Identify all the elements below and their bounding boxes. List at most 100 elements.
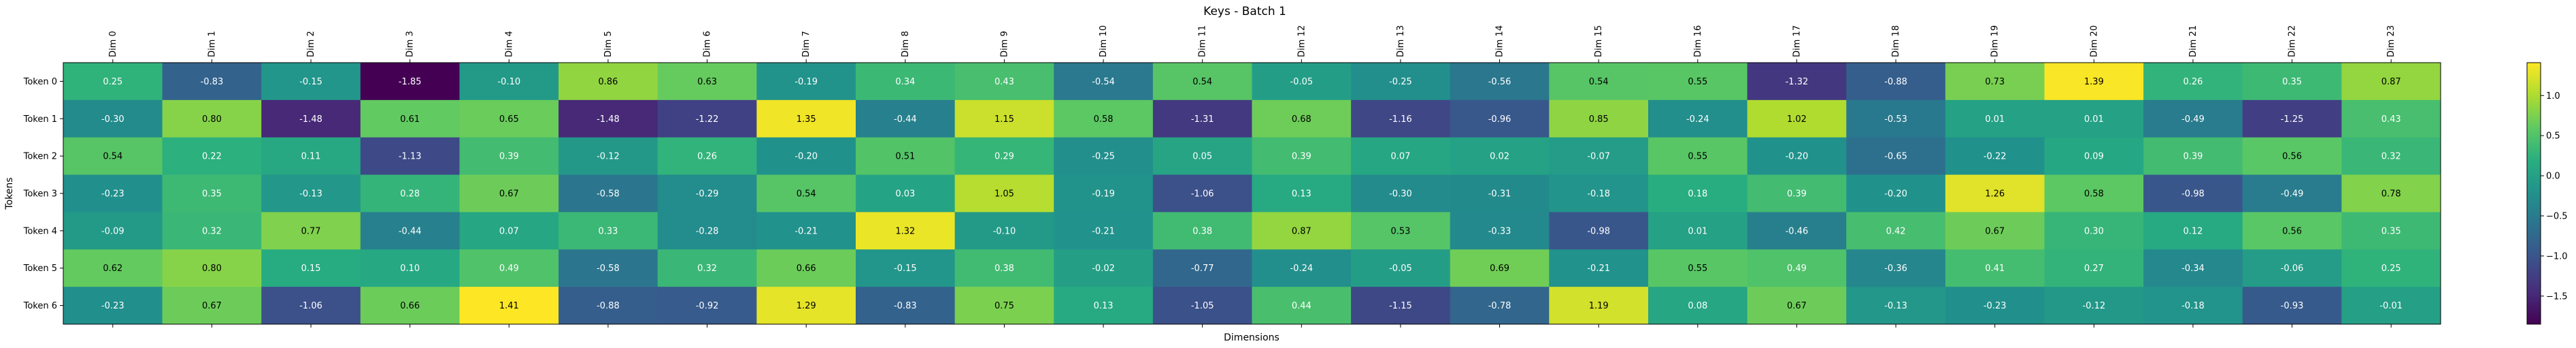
heatmap-cell — [1351, 99, 1451, 138]
colorbar-ticks: 1.0 0.5 0.0 −0.5 −1.0 −1.5 — [2541, 91, 2568, 302]
cell-value-label: -0.30 — [1389, 189, 1412, 200]
cell-value-label: -0.05 — [1290, 77, 1313, 87]
cell-value-label: -0.18 — [2181, 301, 2205, 311]
heatmap-cell — [2242, 249, 2342, 287]
cell-value-label: 1.41 — [499, 301, 519, 311]
cell-value-label: -0.20 — [1884, 189, 1907, 200]
heatmap-cell — [2341, 63, 2441, 101]
heatmap-cell — [1945, 249, 2045, 287]
cell-value-label: -0.20 — [794, 152, 818, 162]
cell-value-label: -0.25 — [1389, 77, 1412, 87]
cell-value-label: -0.34 — [2181, 264, 2205, 274]
cell-value-label: -0.06 — [2281, 264, 2304, 274]
x-tick-label: Dim 10 — [1099, 25, 1109, 57]
cell-value-label: -0.83 — [201, 77, 224, 87]
heatmap-cell — [2242, 174, 2342, 212]
x-tick-label: Dim 13 — [1396, 25, 1406, 57]
heatmap-cell — [360, 174, 460, 212]
cell-value-label: 0.85 — [1589, 114, 1609, 125]
colorbar — [2526, 62, 2541, 325]
heatmap-cell — [2341, 249, 2441, 287]
heatmap-cell — [856, 63, 956, 101]
heatmap-cell — [1054, 63, 1154, 101]
cell-value-label: 0.32 — [202, 226, 222, 236]
cell-value-label: -0.13 — [1884, 301, 1907, 311]
heatmap-cell — [954, 137, 1054, 176]
heatmap-cell — [63, 174, 163, 212]
cell-value-label: 1.32 — [895, 226, 915, 236]
heatmap-cell — [558, 287, 658, 325]
heatmap-cell — [954, 63, 1054, 101]
heatmap-cell — [1152, 287, 1252, 325]
heatmap-cell — [1747, 174, 1847, 212]
heatmap-cell — [1945, 287, 2045, 325]
heatmap-cell — [1054, 249, 1154, 287]
heatmap-cell — [360, 287, 460, 325]
x-tick-label: Dim 15 — [1594, 25, 1604, 57]
cell-value-label: -0.19 — [1092, 189, 1115, 200]
cell-value-label: -0.77 — [1191, 264, 1214, 274]
heatmap-cell — [1054, 212, 1154, 250]
heatmap-cell — [1549, 63, 1649, 101]
heatmap-cell — [459, 249, 559, 287]
cell-value-label: 0.26 — [2183, 77, 2203, 87]
heatmap-cell — [1152, 99, 1252, 138]
x-tick-label: Dim 9 — [999, 31, 1009, 57]
heatmap-cell — [261, 137, 361, 176]
cell-value-label: -0.28 — [696, 226, 719, 236]
heatmap-cell — [2143, 63, 2243, 101]
heatmap-cell — [63, 63, 163, 101]
heatmap-cell — [756, 212, 856, 250]
cell-value-label: 1.02 — [1787, 114, 1807, 125]
heatmap-cell — [2143, 287, 2243, 325]
cell-value-label: 0.11 — [301, 152, 321, 162]
cell-value-label: 0.80 — [202, 114, 222, 125]
cell-value-label: 0.54 — [1192, 77, 1212, 87]
heatmap-cell — [657, 174, 757, 212]
cell-value-label: 0.56 — [2282, 226, 2302, 236]
cell-value-label: 1.15 — [994, 114, 1014, 125]
cell-value-label: 0.29 — [994, 152, 1014, 162]
cell-value-label: -0.02 — [1092, 264, 1115, 274]
cell-value-label: 0.32 — [697, 264, 717, 274]
cell-value-label: -0.22 — [1984, 152, 2007, 162]
cell-value-label: 0.42 — [1886, 226, 1906, 236]
heatmap-cell — [558, 99, 658, 138]
cell-value-label: 1.29 — [797, 301, 816, 311]
heatmap-cell — [558, 137, 658, 176]
cell-value-label: 0.35 — [2282, 77, 2302, 87]
heatmap-cell — [1648, 287, 1748, 325]
heatmap-cell — [1549, 137, 1649, 176]
y-tick-label: Token 4 — [23, 226, 57, 236]
cell-value-label: 0.43 — [994, 77, 1014, 87]
cell-value-label: 0.67 — [1985, 226, 2005, 236]
heatmap-cell — [657, 137, 757, 176]
cell-value-label: 0.18 — [1688, 189, 1707, 200]
heatmap-cell — [1252, 137, 1352, 176]
cell-value-label: -1.25 — [2281, 114, 2304, 125]
cell-value-label: -0.19 — [794, 77, 818, 87]
y-tick-label: Token 0 — [23, 77, 57, 87]
cell-value-label: -0.21 — [794, 226, 818, 236]
heatmap-cell — [856, 174, 956, 212]
cell-value-label: -0.20 — [1786, 152, 1809, 162]
cell-value-label: -0.10 — [993, 226, 1016, 236]
cell-value-label: 0.13 — [1292, 189, 1311, 200]
heatmap-cell — [459, 174, 559, 212]
cell-value-label: -0.96 — [1488, 114, 1511, 125]
cell-value-label: -0.56 — [1488, 77, 1511, 87]
heatmap-cell — [1648, 63, 1748, 101]
heatmap-cell — [1648, 99, 1748, 138]
heatmap-cell — [162, 287, 262, 325]
cell-value-label: 0.65 — [499, 114, 519, 125]
cell-value-label: 0.33 — [598, 226, 618, 236]
heatmap-cell — [1450, 249, 1550, 287]
cell-value-label: 0.02 — [1490, 152, 1509, 162]
heatmap-cell — [2044, 212, 2144, 250]
cell-value-label: -0.15 — [894, 264, 917, 274]
colorbar-tick-label: −0.5 — [2546, 211, 2568, 221]
cell-value-label: 0.58 — [2084, 189, 2104, 200]
cell-value-label: 0.22 — [202, 152, 222, 162]
cell-value-label: 0.54 — [797, 189, 816, 200]
cell-value-label: -0.05 — [1389, 264, 1412, 274]
